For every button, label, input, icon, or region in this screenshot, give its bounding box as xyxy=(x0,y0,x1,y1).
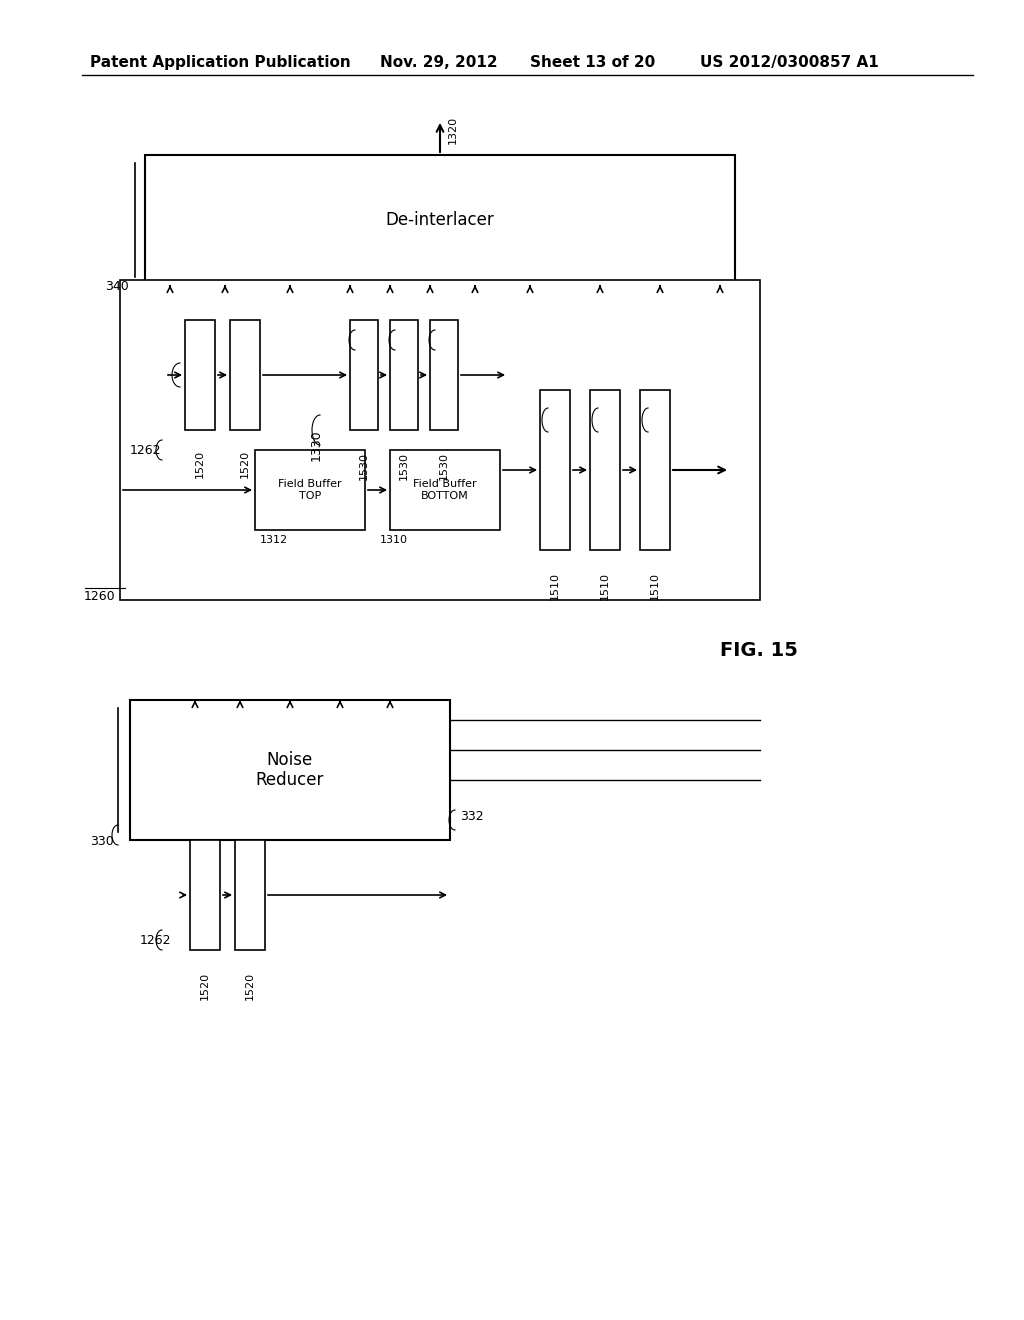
Bar xyxy=(234,840,265,950)
Bar xyxy=(120,280,760,601)
Text: 1520: 1520 xyxy=(240,450,250,478)
Bar xyxy=(640,389,670,550)
Text: 1320: 1320 xyxy=(449,116,458,144)
Bar xyxy=(430,319,458,430)
Text: 1510: 1510 xyxy=(550,572,560,601)
Bar xyxy=(145,154,735,285)
Text: 1262: 1262 xyxy=(130,444,162,457)
Text: Field Buffer
TOP: Field Buffer TOP xyxy=(279,479,342,500)
Bar xyxy=(590,389,620,550)
Text: 332: 332 xyxy=(460,810,483,822)
Bar xyxy=(230,319,260,430)
Bar xyxy=(130,700,450,840)
Text: 1530: 1530 xyxy=(439,451,449,480)
Text: 1520: 1520 xyxy=(200,972,210,1001)
Text: De-interlacer: De-interlacer xyxy=(386,211,495,228)
Bar xyxy=(185,319,215,430)
Text: 1260: 1260 xyxy=(83,590,115,603)
Text: 1310: 1310 xyxy=(380,535,408,545)
Text: 1520: 1520 xyxy=(245,972,255,1001)
Text: FIG. 15: FIG. 15 xyxy=(720,640,798,660)
Text: US 2012/0300857 A1: US 2012/0300857 A1 xyxy=(700,55,879,70)
Text: 340: 340 xyxy=(105,280,129,293)
Bar xyxy=(390,319,418,430)
Bar xyxy=(350,319,378,430)
Text: 1312: 1312 xyxy=(260,535,288,545)
Text: 1530: 1530 xyxy=(359,451,369,480)
Text: Field Buffer
BOTTOM: Field Buffer BOTTOM xyxy=(414,479,477,500)
Bar xyxy=(540,389,570,550)
Bar xyxy=(390,450,500,531)
Text: 1520: 1520 xyxy=(195,450,205,478)
Text: Nov. 29, 2012: Nov. 29, 2012 xyxy=(380,55,498,70)
Bar xyxy=(190,840,220,950)
Text: Sheet 13 of 20: Sheet 13 of 20 xyxy=(530,55,655,70)
Text: 1330: 1330 xyxy=(310,429,323,461)
Text: 1262: 1262 xyxy=(140,933,171,946)
Text: Noise
Reducer: Noise Reducer xyxy=(256,751,325,789)
Bar xyxy=(255,450,365,531)
Text: Patent Application Publication: Patent Application Publication xyxy=(90,55,351,70)
Text: 330: 330 xyxy=(90,836,114,847)
Text: 1510: 1510 xyxy=(650,572,660,601)
Text: 1510: 1510 xyxy=(600,572,610,601)
Text: 1530: 1530 xyxy=(399,451,409,480)
